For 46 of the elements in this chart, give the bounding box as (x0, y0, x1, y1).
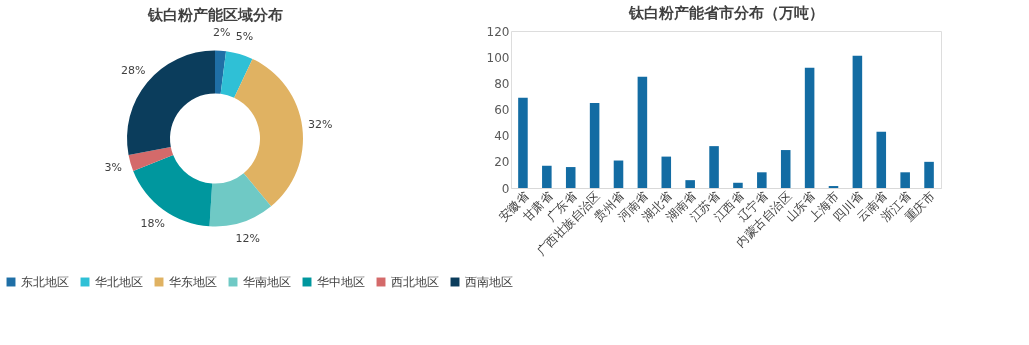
y-tick-label: 40 (494, 129, 510, 144)
legend-label: 华北地区 (95, 275, 143, 289)
bar (542, 165, 552, 188)
data-label: 3% (104, 161, 122, 175)
bar (709, 146, 719, 188)
data-label: 12% (235, 232, 260, 246)
data-label: 18% (140, 217, 165, 231)
bar (924, 161, 934, 188)
bar (589, 102, 600, 188)
data-label: 28% (121, 63, 146, 77)
donut-slice (128, 146, 174, 171)
bar (852, 55, 863, 188)
donut-slice (209, 173, 272, 227)
y-tick-label: 0 (501, 181, 510, 196)
legend-label: 华中地区 (317, 275, 365, 289)
y-tick-label: 120 (486, 24, 510, 39)
legend-label: 西南地区 (465, 275, 513, 289)
legend-label: 东北地区 (21, 275, 69, 289)
bar (876, 131, 887, 188)
data-label: 32% (307, 118, 333, 132)
chart-title: 钛白粉产能省市分布（万吨） (627, 4, 824, 22)
y-tick-label: 80 (494, 76, 510, 91)
bar (565, 167, 576, 188)
bar (637, 76, 648, 188)
bar (804, 67, 815, 188)
data-label: 2% (212, 25, 231, 39)
legend-label: 华东地区 (169, 275, 217, 289)
bar (613, 160, 624, 188)
legend-label: 西北地区 (391, 275, 439, 289)
chart-title: 钛白粉产能区域分布 (146, 5, 283, 24)
bar (757, 172, 767, 188)
bar (780, 150, 791, 188)
bar (733, 182, 743, 188)
donut-slice (133, 155, 213, 227)
data-label: 5% (235, 29, 254, 43)
donut-slice (220, 51, 253, 98)
y-tick-label: 100 (486, 50, 510, 65)
bar (661, 156, 672, 188)
donut-slice (215, 50, 227, 94)
y-tick-label: 20 (494, 155, 510, 170)
donut-slice (234, 58, 303, 207)
bar (685, 180, 695, 188)
bar (518, 97, 528, 188)
legend-label: 华南地区 (243, 275, 291, 289)
bar (900, 172, 910, 188)
y-tick-label: 60 (494, 103, 510, 117)
